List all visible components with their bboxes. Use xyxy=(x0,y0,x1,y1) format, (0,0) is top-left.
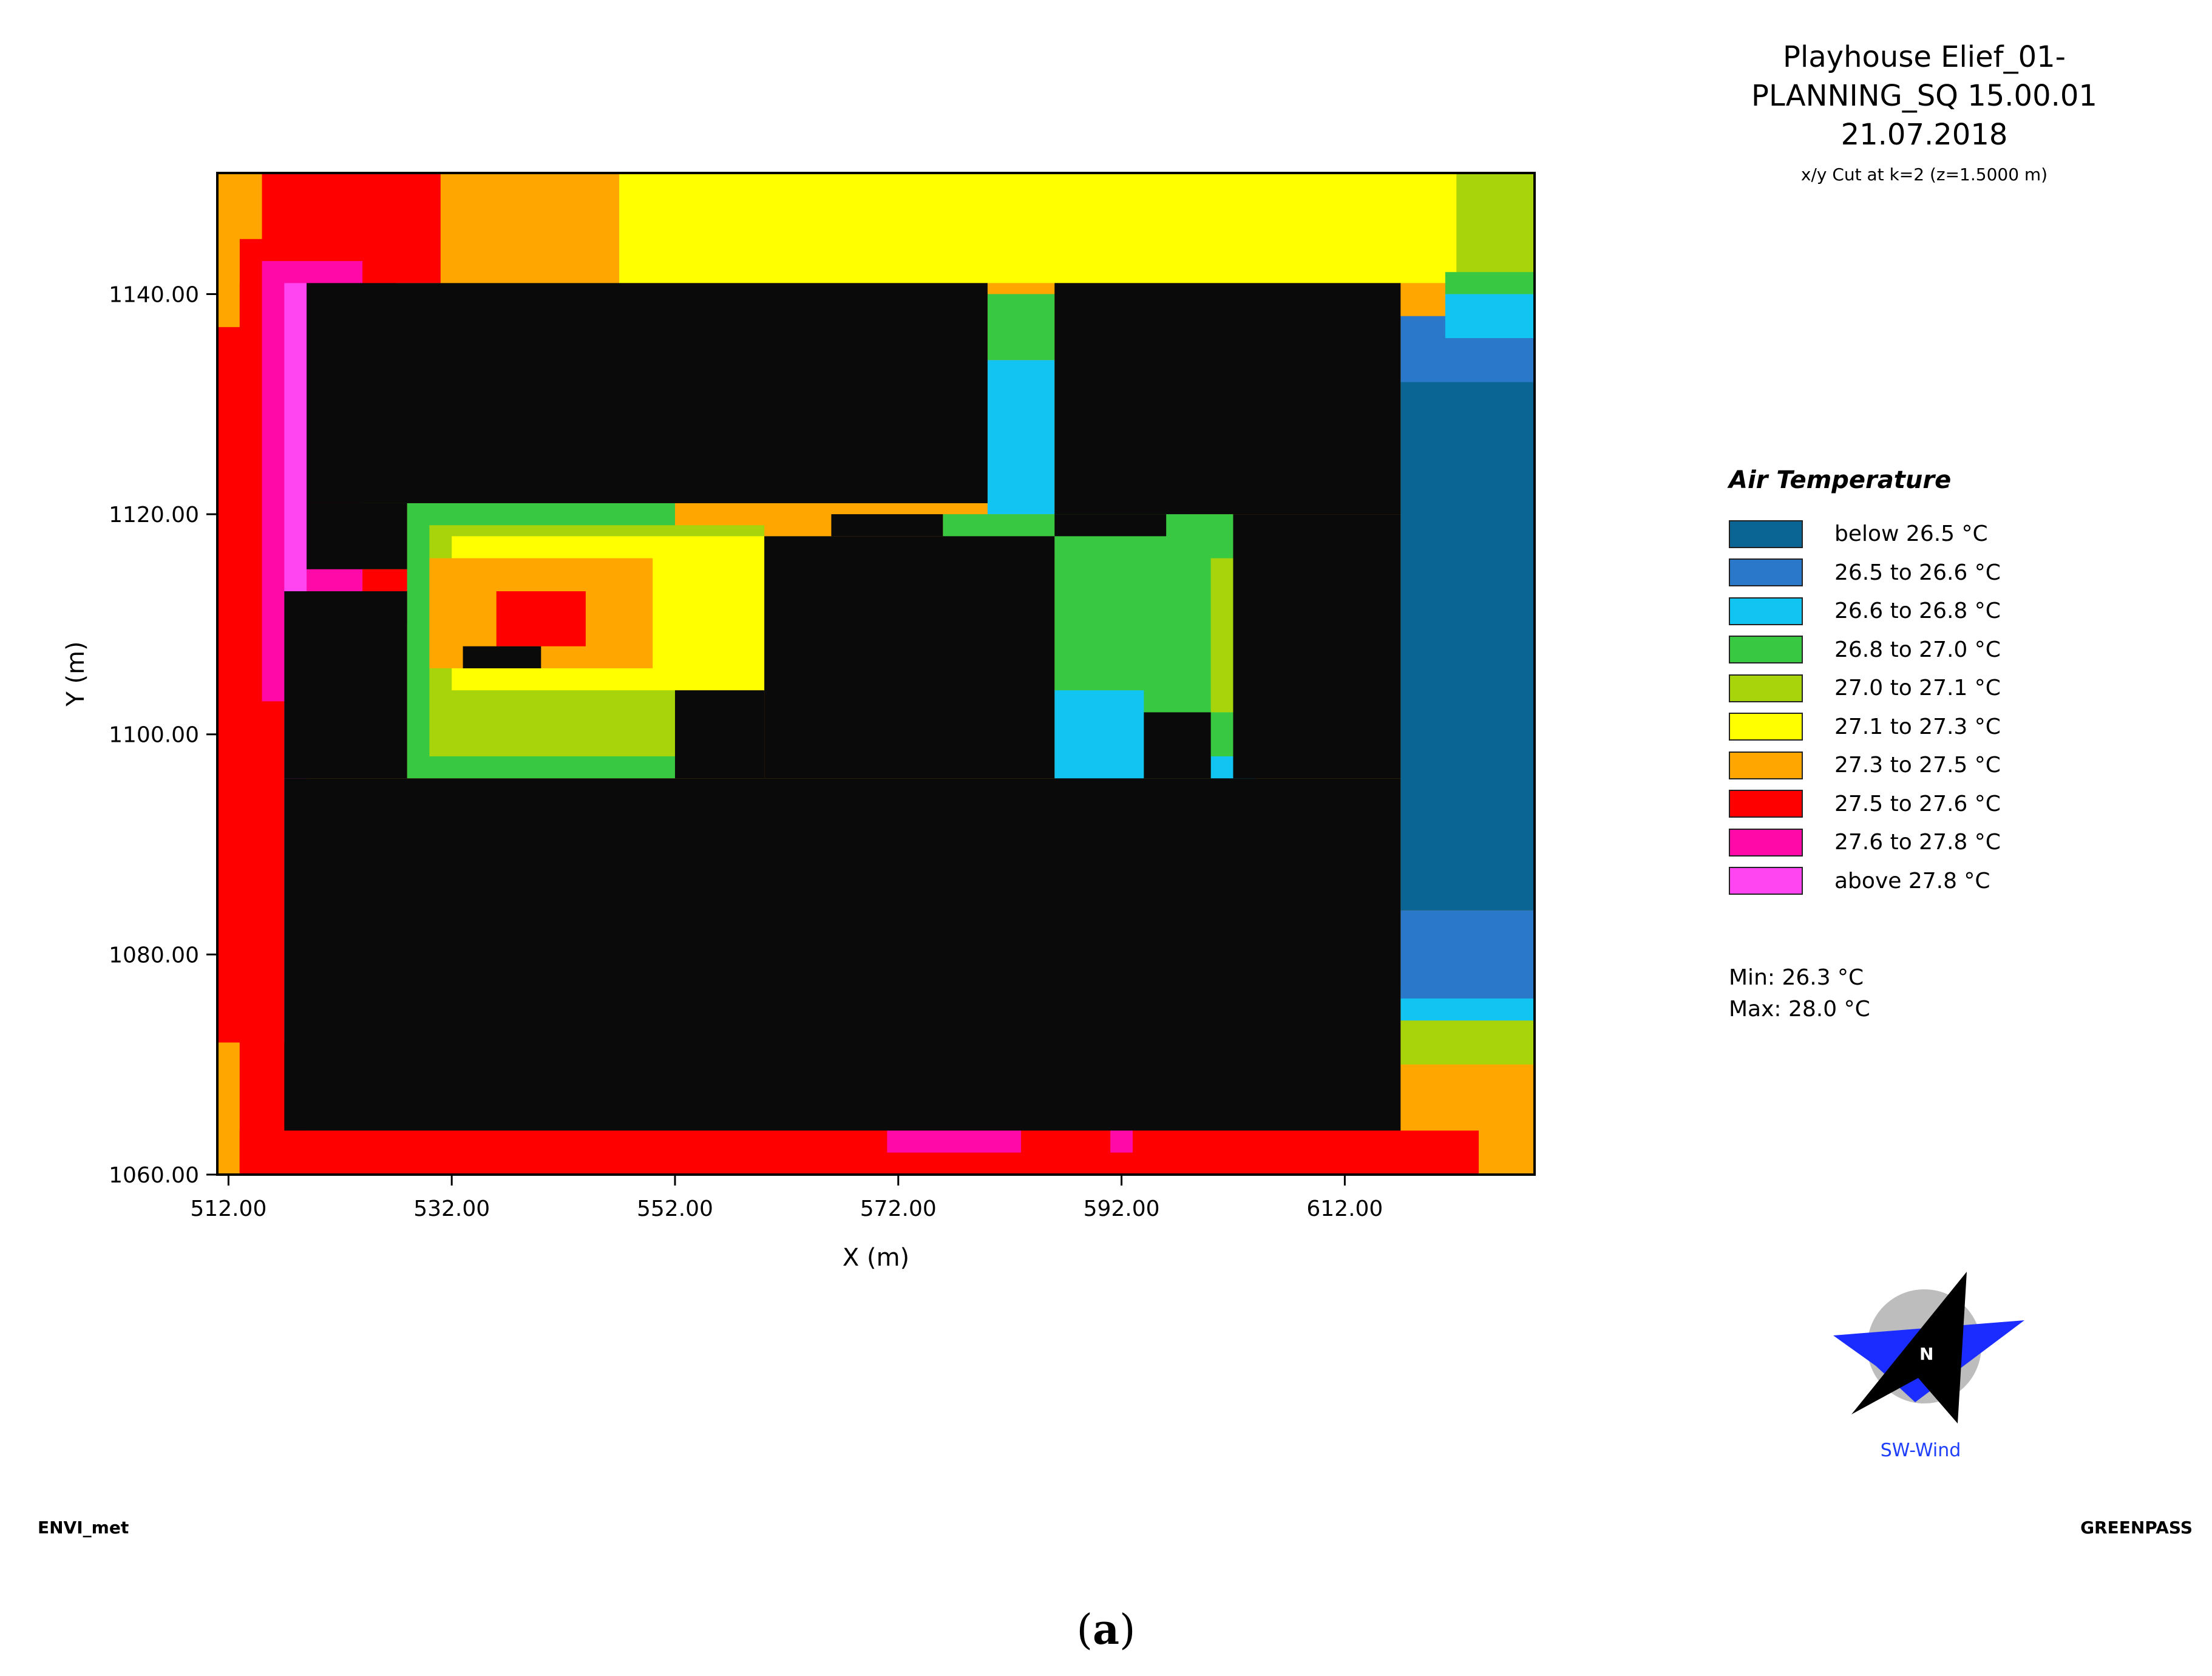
legend-label: 26.6 to 26.8 °C xyxy=(1834,599,2001,624)
legend-label: 26.8 to 27.0 °C xyxy=(1834,637,2001,662)
building-block xyxy=(307,283,988,503)
legend-swatch xyxy=(1729,674,1803,702)
x-tick-label: 512.00 xyxy=(190,1196,266,1221)
heatmap-cell xyxy=(987,294,1055,361)
building-block xyxy=(1233,514,1401,779)
building-block xyxy=(463,646,541,668)
caption-close: ) xyxy=(1119,1606,1136,1654)
title-line-3: 21.07.2018 xyxy=(1841,118,2008,152)
legend-item: 27.3 to 27.5 °C xyxy=(1729,746,2001,785)
legend-item: above 27.8 °C xyxy=(1729,862,2001,901)
heatmap-cell xyxy=(217,173,240,327)
y-axis-label: Y (m) xyxy=(62,641,90,707)
y-tick-label: 1060.00 xyxy=(109,1163,199,1188)
building-block xyxy=(764,536,1055,779)
heatmap-cell xyxy=(1445,272,1535,294)
legend-label: 27.1 to 27.3 °C xyxy=(1834,714,2001,739)
building-block xyxy=(831,514,943,537)
figure-caption: (a) xyxy=(0,1606,2212,1654)
legend-label: 26.5 to 26.6 °C xyxy=(1834,560,2001,585)
legend-label: 27.6 to 27.8 °C xyxy=(1834,830,2001,855)
legend-item: 27.1 to 27.3 °C xyxy=(1729,708,2001,747)
legend-swatch xyxy=(1729,867,1803,895)
building-block xyxy=(284,591,407,779)
title-line-2: PLANNING_SQ 15.00.01 xyxy=(1751,79,2097,113)
max-value: Max: 28.0 °C xyxy=(1729,997,1870,1022)
north-arrow-icon: N xyxy=(1833,1272,2024,1423)
legend-label: below 26.5 °C xyxy=(1834,521,1988,547)
caption-letter: a xyxy=(1092,1606,1120,1654)
heatmap-cell xyxy=(887,1130,1022,1153)
heatmap-cell xyxy=(239,1130,1479,1175)
x-axis-label: X (m) xyxy=(843,1244,909,1272)
axes: 512.00 532.00 552.00 572.00 592.00 612.00 1060… xyxy=(62,282,1383,1272)
y-tick-label: 1080.00 xyxy=(109,943,199,968)
caption-open: ( xyxy=(1076,1606,1093,1654)
building-block xyxy=(1054,283,1401,515)
x-tick-label: 592.00 xyxy=(1084,1196,1160,1221)
min-value: Min: 26.3 °C xyxy=(1729,965,1864,990)
legend-label: 27.3 to 27.5 °C xyxy=(1834,753,2001,778)
x-tick-label: 532.00 xyxy=(413,1196,490,1221)
legend: Air Temperature below 26.5 °C 26.5 to 26.… xyxy=(1729,466,2001,900)
wind-label: SW-Wind xyxy=(1880,1440,1961,1461)
legend-item: 26.5 to 26.6 °C xyxy=(1729,554,2001,592)
legend-label: 27.0 to 27.1 °C xyxy=(1834,676,2001,701)
legend-item: 26.8 to 27.0 °C xyxy=(1729,631,2001,670)
y-tick-label: 1140.00 xyxy=(109,282,199,307)
legend-swatch xyxy=(1729,828,1803,857)
legend-item: 27.0 to 27.1 °C xyxy=(1729,669,2001,708)
building-block xyxy=(307,503,407,569)
cut-subtitle: x/y Cut at k=2 (z=1.5000 m) xyxy=(1800,165,2048,185)
legend-label: 27.5 to 27.6 °C xyxy=(1834,791,2001,816)
heatmap-cell xyxy=(987,360,1055,515)
plot-frame xyxy=(216,172,1536,1176)
legend-item: 27.5 to 27.6 °C xyxy=(1729,785,2001,824)
legend-rows: below 26.5 °C 26.5 to 26.6 °C 26.6 to 26.8… xyxy=(1729,515,2001,900)
legend-swatch xyxy=(1729,520,1803,548)
title-block: Playhouse Elief_01- PLANNING_SQ 15.00.01… xyxy=(1590,38,2212,187)
y-tick-label: 1100.00 xyxy=(109,723,199,748)
compass-north-label: N xyxy=(1919,1344,1933,1364)
footer-right: GREENPASS xyxy=(2080,1518,2193,1538)
building-block xyxy=(1054,514,1167,537)
legend-item: 26.6 to 26.8 °C xyxy=(1729,592,2001,631)
building-footprints xyxy=(284,283,1401,1131)
stats: Min: 26.3 °C Max: 28.0 °C xyxy=(1729,962,1870,1025)
heatmap-cell xyxy=(1400,382,1535,911)
legend-item: below 26.5 °C xyxy=(1729,515,2001,554)
title-line-1: Playhouse Elief_01- xyxy=(1783,40,2066,74)
legend-swatch xyxy=(1729,636,1803,664)
heatmap-cell xyxy=(496,591,586,646)
heatmap-cell xyxy=(217,1042,240,1175)
x-tick-label: 552.00 xyxy=(637,1196,713,1221)
heatmap-cell xyxy=(1110,1130,1133,1153)
legend-swatch xyxy=(1729,751,1803,779)
heatmap-cell xyxy=(1400,910,1535,999)
legend-label: above 27.8 °C xyxy=(1834,868,1990,894)
x-tick-label: 612.00 xyxy=(1306,1196,1383,1221)
x-tick-label: 572.00 xyxy=(860,1196,937,1221)
building-block xyxy=(284,778,1401,1131)
legend-swatch xyxy=(1729,713,1803,741)
legend-swatch xyxy=(1729,558,1803,587)
heatmap-cell xyxy=(1210,558,1233,713)
legend-swatch xyxy=(1729,790,1803,818)
legend-swatch xyxy=(1729,597,1803,625)
legend-item: 27.6 to 27.8 °C xyxy=(1729,823,2001,862)
building-block xyxy=(674,690,765,779)
footer-left: ENVI_met xyxy=(38,1518,129,1538)
y-tick-label: 1120.00 xyxy=(109,503,199,528)
legend-title: Air Temperature xyxy=(1729,466,1952,494)
heatmap-cell xyxy=(1445,294,1535,338)
building-block xyxy=(1144,712,1211,779)
heatmap-cell xyxy=(619,173,1468,283)
